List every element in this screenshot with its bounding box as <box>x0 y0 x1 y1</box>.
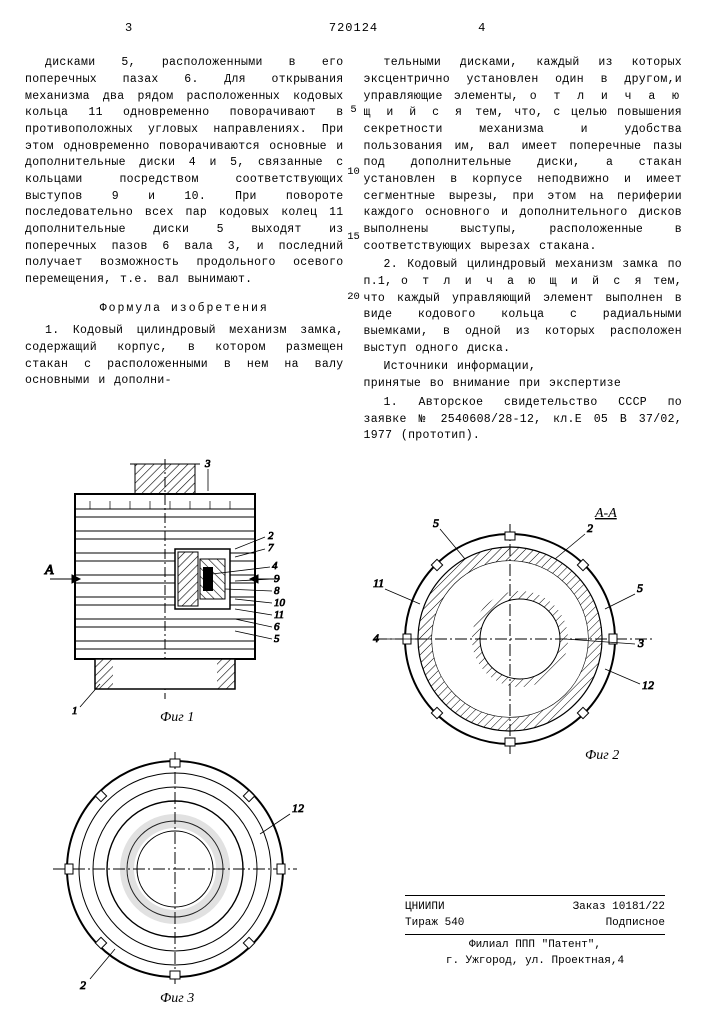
svg-text:2: 2 <box>268 530 274 542</box>
footer-address: г. Ужгород, ул. Проектная,4 <box>405 953 665 970</box>
page-number-left: 3 <box>25 20 329 37</box>
right-p1-c: тем, что, с целью повышения секретности … <box>364 106 683 252</box>
fig2-label: Фиг 2 <box>585 748 619 763</box>
fig3-svg: 12 2 Фиг 3 <box>45 744 305 1004</box>
svg-text:4: 4 <box>373 631 379 645</box>
right-para-2: 2. Кодовый цилиндровый механизм замка по… <box>364 257 683 357</box>
formula-title: Формула изобретения <box>25 301 344 318</box>
right-p2-b: о т л и ч а ю щ и й с я <box>401 275 645 288</box>
footer-org: ЦНИИПИ <box>405 899 445 916</box>
svg-text:11: 11 <box>274 609 284 621</box>
fig2-svg: А-А <box>355 499 665 769</box>
footer-block-wrap: ЦНИИПИ Заказ 10181/22 Тираж 540 Подписно… <box>395 889 665 970</box>
svg-text:3: 3 <box>637 636 644 650</box>
left-column: дисками 5, расположенными в его поперечн… <box>25 55 344 446</box>
figure-3: 12 2 Фиг 3 <box>45 744 305 1004</box>
fig1-svg: A 2 7 4 9 8 10 11 6 5 3 1 Фиг 1 <box>40 459 310 739</box>
svg-text:5: 5 <box>274 633 280 645</box>
page-header: 3 720124 4 <box>25 20 682 45</box>
svg-text:4: 4 <box>272 560 278 572</box>
left-para-2: 1. Кодовый цилиндровый механизм замка, с… <box>25 323 344 390</box>
footer-block: ЦНИИПИ Заказ 10181/22 Тираж 540 Подписно… <box>405 895 665 970</box>
footer-tirazh: Тираж 540 <box>405 915 464 932</box>
right-para-1: тельными дисками, каждый из которых эксц… <box>364 55 683 255</box>
svg-text:2: 2 <box>80 978 86 992</box>
svg-text:8: 8 <box>274 585 280 597</box>
right-para-3: 1. Авторское свидетельство СССР по заявк… <box>364 395 683 445</box>
fig1-label: Фиг 1 <box>160 710 194 725</box>
svg-text:5: 5 <box>433 516 439 530</box>
svg-text:5: 5 <box>637 581 643 595</box>
left-para-1: дисками 5, расположенными в его поперечн… <box>25 55 344 288</box>
svg-text:3: 3 <box>204 459 211 470</box>
figures-area: A 2 7 4 9 8 10 11 6 5 3 1 Фиг 1 А- <box>25 459 682 1009</box>
svg-text:10: 10 <box>274 597 286 609</box>
svg-text:6: 6 <box>274 621 280 633</box>
line-marker: 15 <box>347 230 360 245</box>
footer-podpis: Подписное <box>606 915 665 932</box>
figure-1: A 2 7 4 9 8 10 11 6 5 3 1 Фиг 1 <box>40 459 310 739</box>
svg-text:12: 12 <box>292 801 304 815</box>
section-title: А-А <box>594 506 617 521</box>
sources-title: Источники информации, принятые во вниман… <box>364 359 683 392</box>
line-marker: 5 <box>350 103 356 118</box>
right-column: тельными дисками, каждый из которых эксц… <box>364 55 683 446</box>
line-marker: 20 <box>347 290 360 305</box>
text-columns-wrap: 5 10 15 20 дисками 5, расположенными в е… <box>25 55 682 446</box>
svg-text:11: 11 <box>373 576 384 590</box>
line-marker: 10 <box>347 165 360 180</box>
fig3-label: Фиг 3 <box>160 991 194 1004</box>
svg-text:9: 9 <box>274 573 280 585</box>
patent-number: 720124 <box>329 20 378 37</box>
svg-text:7: 7 <box>268 542 274 554</box>
figure-2: А-А <box>355 499 665 769</box>
svg-text:1: 1 <box>72 705 78 717</box>
svg-text:2: 2 <box>587 521 593 535</box>
footer-order: Заказ 10181/22 <box>573 899 665 916</box>
svg-text:A: A <box>44 563 54 578</box>
footer-branch: Филиал ППП "Патент", <box>405 937 665 954</box>
svg-text:12: 12 <box>642 678 654 692</box>
page-number-right: 4 <box>378 20 682 37</box>
